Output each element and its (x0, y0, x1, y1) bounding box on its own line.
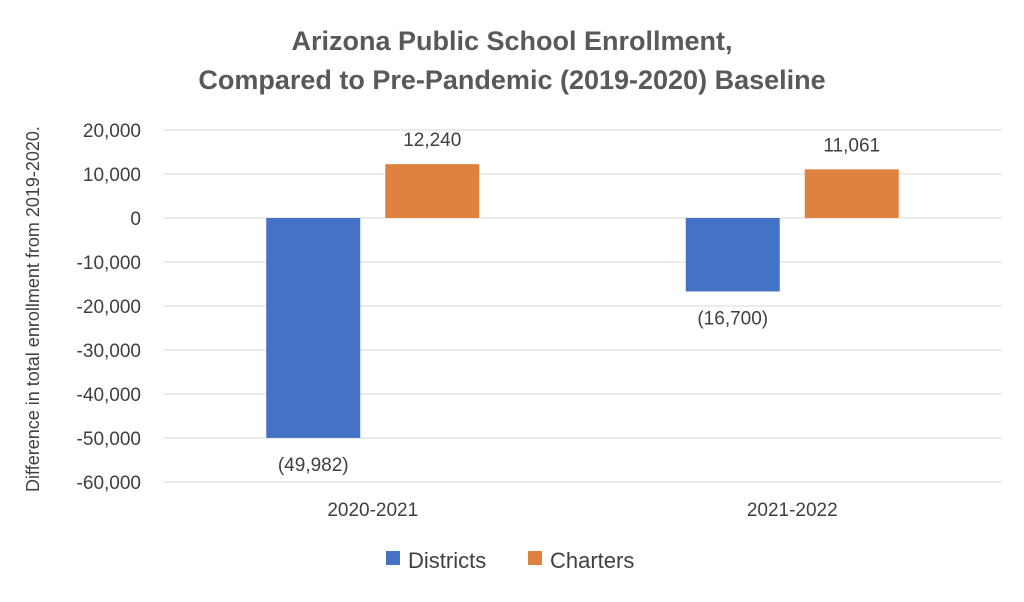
x-tick-label: 2020-2021 (327, 500, 418, 521)
y-tick-label: 0 (130, 209, 141, 230)
bar-charters-2020-2021 (385, 164, 480, 218)
y-axis-ticks: 20,000 10,000 0 -10,000 -20,000 -30,000 -40,00… (77, 121, 141, 494)
bars (266, 164, 899, 438)
legend-swatch-charters (528, 551, 542, 565)
legend-label-districts: Districts (408, 548, 486, 573)
y-tick-label: -30,000 (77, 341, 141, 362)
bar-charters-2021-2022 (804, 169, 899, 218)
bar-districts-2020-2021 (266, 218, 361, 438)
x-tick-label: 2021-2022 (747, 500, 838, 521)
y-tick-label: 20,000 (83, 121, 141, 142)
bar-districts-2021-2022 (685, 218, 780, 292)
data-labels: (49,982) 12,240 (16,700) 11,061 (278, 130, 880, 476)
y-tick-label: -60,000 (77, 473, 141, 494)
y-axis-title: Difference in total enrollment from 2019… (23, 126, 43, 492)
chart-title-line-1: Arizona Public School Enrollment, (291, 26, 732, 56)
legend-label-charters: Charters (550, 548, 634, 573)
y-tick-label: 10,000 (83, 165, 141, 186)
data-label: 12,240 (403, 130, 461, 151)
y-tick-label: -40,000 (77, 385, 141, 406)
chart-title: Arizona Public School Enrollment, Compar… (198, 26, 825, 95)
legend-swatch-districts (386, 551, 400, 565)
data-label: 11,061 (823, 135, 880, 156)
chart-title-line-2: Compared to Pre-Pandemic (2019-2020) Bas… (198, 65, 825, 95)
y-tick-label: -10,000 (77, 253, 141, 274)
data-label: (16,700) (697, 308, 768, 329)
y-tick-label: -50,000 (77, 429, 141, 450)
data-label: (49,982) (278, 455, 349, 476)
y-tick-label: -20,000 (77, 297, 141, 318)
legend: Districts Charters (386, 548, 634, 573)
x-axis-ticks: 2020-2021 2021-2022 (327, 500, 837, 521)
